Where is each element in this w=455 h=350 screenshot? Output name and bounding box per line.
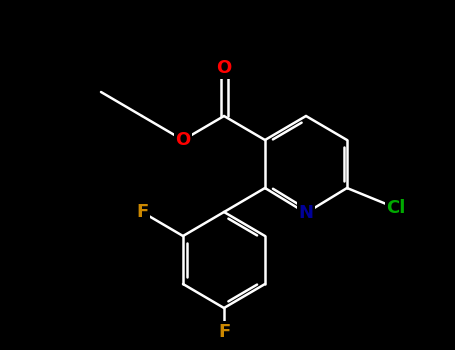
Text: F: F: [136, 203, 148, 221]
Text: O: O: [175, 131, 191, 149]
Text: N: N: [298, 204, 313, 222]
Text: O: O: [217, 59, 232, 77]
Text: Cl: Cl: [386, 199, 406, 217]
Text: F: F: [218, 323, 230, 341]
